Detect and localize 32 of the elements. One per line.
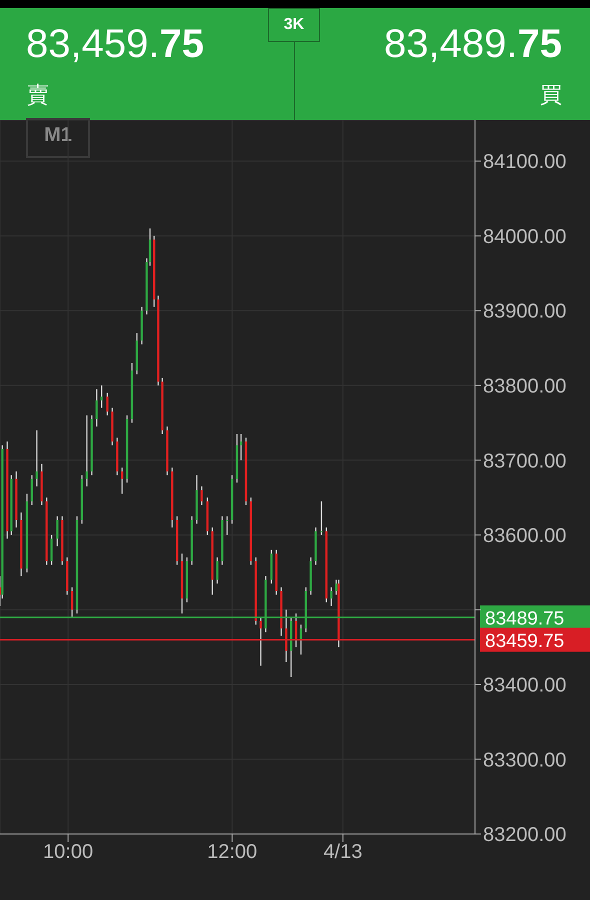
candlestick [56,516,58,547]
candlestick [36,430,38,487]
candlestick [106,392,108,416]
x-tick-label: 10:00 [43,841,94,864]
text: 83,489.75 [384,22,562,66]
ref-line-label: 83459.75 [485,630,564,652]
candlestick [50,534,53,566]
y-tick-label: 83200.00 [483,824,566,846]
y-tick-label: 83400.00 [483,674,566,697]
y-tick-label: 83300.00 [483,749,566,772]
y-tick-label: 83900.00 [483,300,566,323]
text: 3K [268,8,320,42]
y-tick-label: 83700.00 [483,450,566,472]
ref-line-label: 83489.75 [485,608,564,630]
annotation: M1 [26,118,90,158]
candlestick [96,388,98,428]
y-tick-label: 84000.00 [483,226,566,248]
y-tick-label: 83600.00 [483,525,566,548]
x-tick-label: 4/13 [323,841,362,864]
candlestick [100,384,103,408]
y-tick-label: 84100.00 [483,151,566,174]
candlestick [216,556,218,584]
candlestick [200,486,203,506]
y-tick-label: 83800.00 [483,376,566,398]
candlestick [330,586,332,607]
x-tick-label: 12:00 [207,841,258,864]
text: 買 [540,81,562,109]
candlestick [30,474,33,506]
candlestick [121,467,124,494]
text: 83,459.75 [26,22,204,66]
candlestick [86,414,88,487]
text: 賣 [27,81,49,109]
